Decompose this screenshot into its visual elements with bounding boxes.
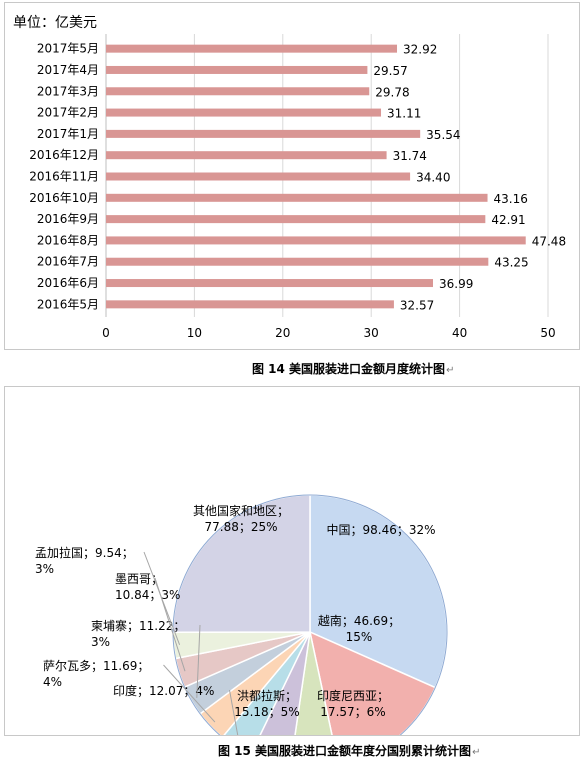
data-label: 31.11 — [387, 107, 421, 121]
slice-label: 3% — [35, 562, 54, 576]
bar — [106, 129, 421, 138]
slice-label: 印度尼西亚； — [317, 688, 389, 703]
slice-label: 15% — [346, 630, 373, 644]
x-tick-label: 30 — [364, 326, 379, 340]
slice-label: 洪都拉斯； — [237, 688, 297, 703]
bar-chart-panel: 单位：亿美元 0 10 20 30 40 50 2017年5月 32.92 2017年4月 29.5… — [4, 2, 580, 350]
x-tick-label: 20 — [275, 326, 290, 340]
pie-chart-panel: 中国；98.46；32% 越南；46.69； 15% 印度尼西亚； 17.57；6% 洪都… — [4, 386, 580, 762]
slice-label: 其他国家和地区； — [193, 503, 289, 518]
bar — [106, 215, 486, 224]
category-label: 2016年11月 — [29, 170, 99, 184]
bar — [106, 151, 387, 160]
category-label: 2016年6月 — [37, 276, 99, 290]
bar — [106, 108, 382, 117]
bar-chart: 单位：亿美元 0 10 20 30 40 50 2017年5月 32.92 2017年4月 29.5… — [13, 15, 566, 340]
data-label: 31.74 — [393, 149, 427, 163]
return-mark-icon: ↵ — [446, 365, 455, 376]
pie-slice — [290, 631, 339, 762]
x-tick-label: 40 — [452, 326, 467, 340]
figure-14-caption: 图 14 美国服装进口金额月度统计图↵ — [252, 360, 454, 377]
data-label: 47.48 — [532, 234, 566, 248]
data-label: 42.91 — [491, 213, 525, 227]
slice-label: 3% — [91, 635, 110, 649]
category-label: 2016年7月 — [37, 255, 99, 269]
data-label: 36.99 — [439, 277, 473, 291]
x-tick-label: 10 — [187, 326, 202, 340]
slice-label: 柬埔寨；11.22； — [91, 618, 185, 633]
slice-label: 墨西哥； — [115, 572, 163, 586]
x-tick-label: 0 — [102, 326, 110, 340]
slice-label: 孟加拉国；9.54； — [35, 545, 134, 560]
unit-label: 单位：亿美元 — [13, 15, 97, 31]
slice-label: 越南；46.69； — [318, 613, 400, 628]
return-mark-icon: ↵ — [472, 747, 481, 758]
data-label: 29.78 — [375, 85, 409, 99]
slice-label: 4% — [43, 675, 62, 689]
figure-14-caption-text: 图 14 美国服装进口金额月度统计图 — [252, 362, 446, 376]
slice-label: 中国；98.46；32% — [326, 522, 435, 537]
pie-outline — [172, 494, 448, 762]
data-label: 35.54 — [426, 128, 460, 142]
category-label: 2016年9月 — [37, 212, 99, 226]
leader-line — [196, 624, 201, 698]
category-label: 2016年5月 — [37, 297, 99, 311]
category-label: 2016年10月 — [29, 191, 99, 205]
pie-chart: 中国；98.46；32% 越南；46.69； 15% 印度尼西亚； 17.57；6% 洪都… — [35, 494, 448, 762]
leader-line — [143, 551, 181, 645]
slice-label: 15.18；5% — [234, 705, 299, 719]
figure-15-caption: 图 15 美国服装进口金额年度分国别累计统计图↵ — [218, 742, 480, 759]
slice-label: 77.88；25% — [204, 520, 277, 534]
bar — [106, 44, 398, 53]
data-label: 34.40 — [416, 171, 450, 185]
slice-label: 萨尔瓦多；11.69； — [43, 658, 149, 673]
slice-label: 印度；12.07；4% — [113, 683, 214, 698]
bar — [106, 300, 394, 309]
bar — [106, 257, 489, 266]
data-label: 32.92 — [403, 43, 437, 57]
bar — [106, 87, 370, 96]
category-label: 2017年3月 — [37, 84, 99, 98]
data-label: 32.57 — [400, 298, 434, 312]
slice-label: 10.84；3% — [115, 588, 180, 602]
bar — [106, 65, 368, 74]
category-label: 2016年12月 — [29, 148, 99, 162]
slice-label: 17.57；6% — [320, 705, 385, 719]
bar — [106, 236, 526, 245]
leader-line — [229, 689, 240, 743]
leader-line — [163, 664, 216, 723]
bar — [106, 193, 488, 202]
category-label: 2016年8月 — [37, 233, 99, 247]
category-label: 2017年5月 — [37, 42, 99, 56]
bar — [106, 172, 411, 181]
bar — [106, 279, 433, 288]
category-label: 2017年1月 — [37, 127, 99, 141]
category-label: 2017年4月 — [37, 63, 99, 77]
data-label: 43.25 — [494, 256, 528, 270]
data-label: 43.16 — [494, 192, 528, 206]
category-label: 2017年2月 — [37, 106, 99, 120]
figure-15-caption-text: 图 15 美国服装进口金额年度分国别累计统计图 — [218, 744, 472, 758]
data-label: 29.57 — [373, 64, 407, 78]
x-tick-label: 50 — [540, 326, 555, 340]
